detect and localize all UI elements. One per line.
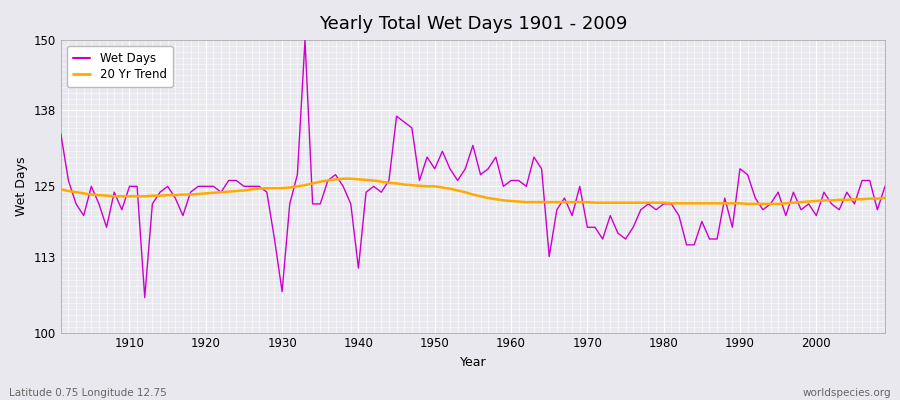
Text: Latitude 0.75 Longitude 12.75: Latitude 0.75 Longitude 12.75 [9,388,166,398]
Legend: Wet Days, 20 Yr Trend: Wet Days, 20 Yr Trend [67,46,173,87]
X-axis label: Year: Year [460,356,486,369]
Text: worldspecies.org: worldspecies.org [803,388,891,398]
Title: Yearly Total Wet Days 1901 - 2009: Yearly Total Wet Days 1901 - 2009 [319,15,627,33]
Y-axis label: Wet Days: Wet Days [15,156,28,216]
